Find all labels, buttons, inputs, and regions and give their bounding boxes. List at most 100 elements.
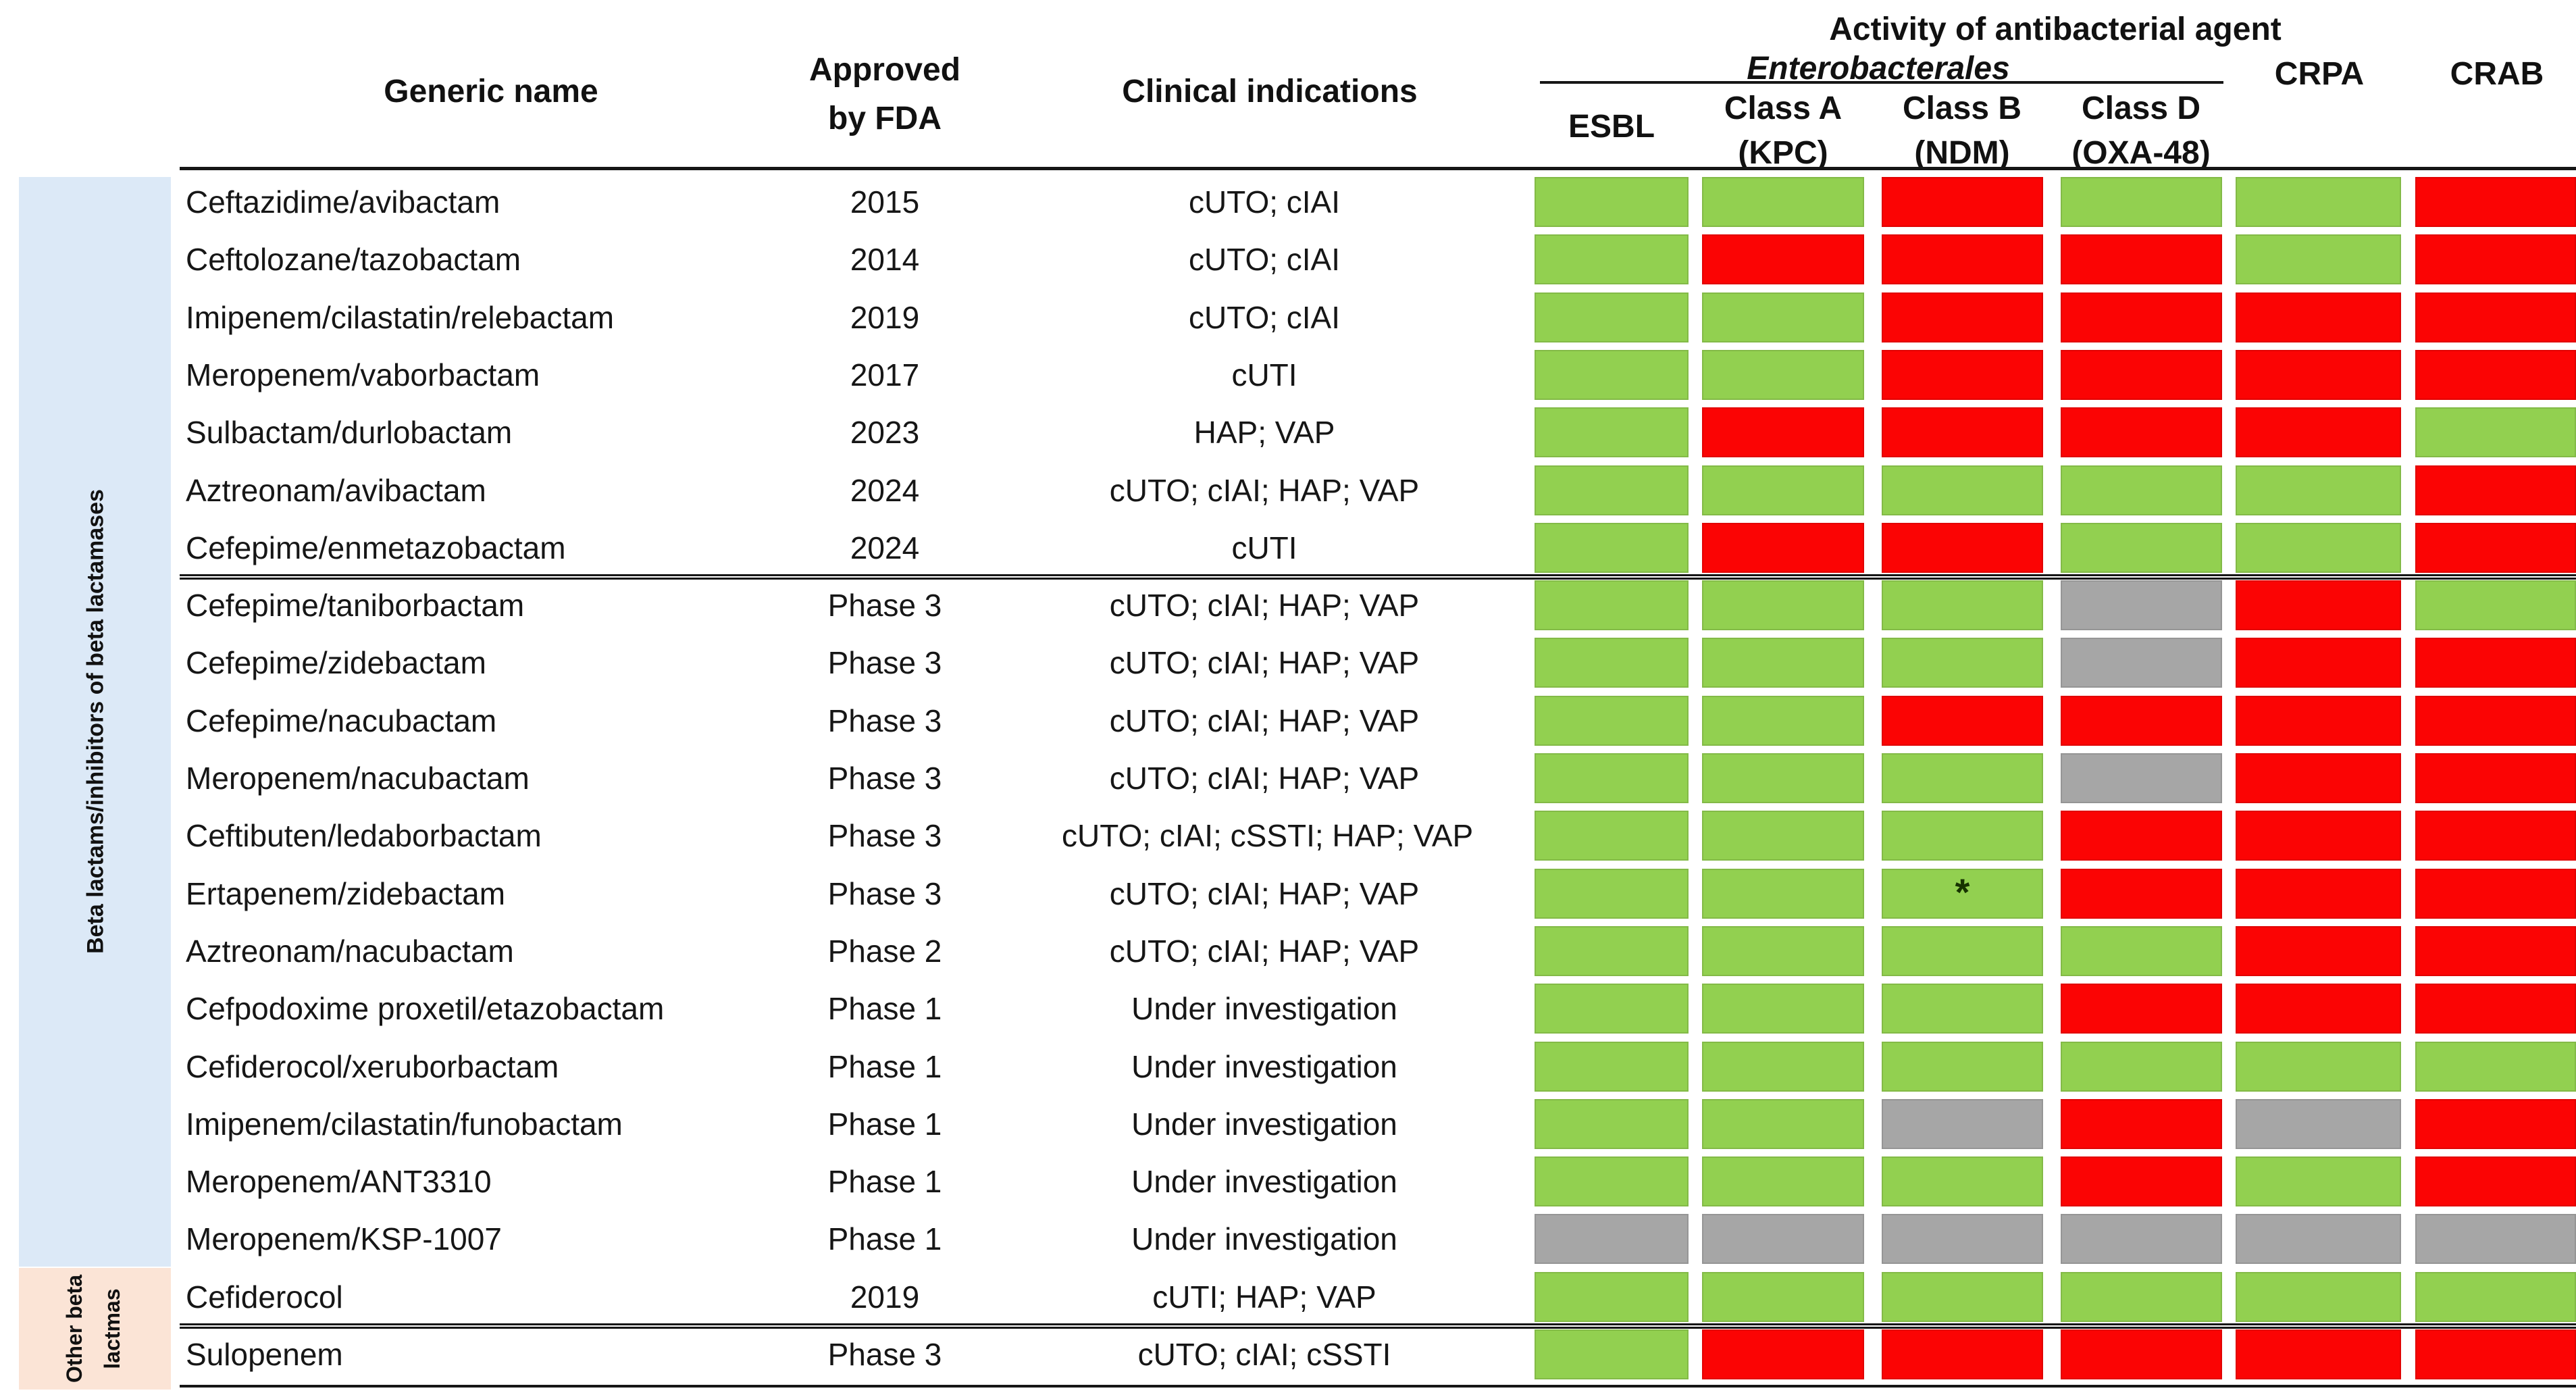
activity-cell-class-b-ndm (1882, 1214, 2043, 1264)
approved-status: Phase 1 (827, 1164, 942, 1199)
drug-name: Cefiderocol (186, 1279, 343, 1315)
drug-name: Meropenem/ANT3310 (186, 1164, 492, 1199)
activity-cell-esbl (1535, 580, 1689, 630)
activity-cell-class-a-kpc (1702, 926, 1864, 976)
activity-cell-crab (2415, 234, 2576, 284)
drug-name: Imipenem/cilastatin/funobactam (186, 1107, 623, 1142)
activity-cell-crab (2415, 1329, 2576, 1379)
drug-name: Sulbactam/durlobactam (186, 415, 513, 450)
clinical-indications: cUTI (1231, 530, 1297, 565)
group-label-other-beta-lactams-line1: Other beta (62, 1274, 86, 1383)
clinical-indications: cUTO; cIAI; HAP; VAP (1109, 876, 1420, 911)
activity-cell-class-d-oxa48 (2061, 1042, 2222, 1092)
column-header-class-a-kpc: Class A (KPC) (1724, 86, 1842, 176)
approved-status: Phase 3 (827, 818, 942, 853)
activity-cell-crpa (2236, 1042, 2401, 1092)
approved-status: Phase 2 (827, 934, 942, 969)
activity-cell-class-d-oxa48 (2061, 350, 2222, 400)
activity-cell-crpa (2236, 1156, 2401, 1206)
activity-cell-crpa (2236, 350, 2401, 400)
activity-cell-class-b-ndm (1882, 753, 2043, 803)
column-header-class-d-oxa48: Class D (OXA-48) (2071, 86, 2210, 176)
clinical-indications: Under investigation (1131, 1049, 1397, 1084)
enterobacterales-underline (1540, 81, 2223, 84)
activity-cell-esbl (1535, 350, 1689, 400)
drug-name: Sulopenem (186, 1337, 343, 1372)
activity-cell-class-d-oxa48 (2061, 292, 2222, 342)
activity-cell-crpa (2236, 1099, 2401, 1149)
clinical-indications: cUTO; cIAI (1188, 300, 1341, 335)
clinical-indications: cUTO; cIAI (1188, 184, 1341, 220)
column-header-approved-line1: Approved (808, 52, 961, 88)
activity-cell-crpa (2236, 696, 2401, 746)
activity-cell-class-b-ndm (1882, 465, 2043, 515)
activity-cell-crpa (2236, 1214, 2401, 1264)
group-label-beta-lactam-inhibitors: Beta lactams/inhibitors of beta lactamas… (82, 489, 109, 954)
activity-cell-class-b-ndm (1882, 407, 2043, 457)
activity-cell-class-a-kpc (1702, 234, 1864, 284)
approved-status: Phase 1 (827, 1049, 942, 1084)
activity-cell-crab (2415, 984, 2576, 1034)
approved-status: Phase 1 (827, 1107, 942, 1142)
column-header-generic-name: Generic name (384, 74, 598, 109)
drug-name: Cefepime/taniborbactam (186, 588, 525, 623)
clinical-indications: cUTI; HAP; VAP (1152, 1279, 1376, 1315)
approved-status: Phase 3 (827, 645, 942, 680)
activity-cell-class-d-oxa48 (2061, 177, 2222, 227)
approved-status: Phase 3 (827, 588, 942, 623)
activity-cell-class-b-ndm (1882, 1099, 2043, 1149)
activity-cell-class-d-oxa48 (2061, 696, 2222, 746)
drug-name: Ceftibuten/ledaborbactam (186, 818, 542, 853)
activity-cell-crab (2415, 465, 2576, 515)
column-header-class-a-line1: Class A (1724, 91, 1843, 126)
activity-cell-class-a-kpc (1702, 638, 1864, 688)
activity-cell-class-d-oxa48 (2061, 638, 2222, 688)
bottom-rule (180, 1385, 2576, 1388)
drug-name: Imipenem/cilastatin/relebactam (186, 300, 615, 335)
approved-status: 2019 (850, 300, 920, 335)
activity-cell-esbl (1535, 984, 1689, 1034)
activity-cell-crpa (2236, 869, 2401, 919)
activity-cell-crpa (2236, 638, 2401, 688)
approved-status: 2015 (850, 184, 920, 220)
activity-cell-class-a-kpc (1702, 465, 1864, 515)
approved-status: Phase 3 (827, 876, 942, 911)
activity-cell-class-b-ndm (1882, 984, 2043, 1034)
activity-cell-class-a-kpc (1702, 580, 1864, 630)
activity-cell-class-a-kpc (1702, 407, 1864, 457)
supercolumn-header-enterobacterales: Enterobacterales (1747, 51, 2010, 86)
activity-cell-class-d-oxa48 (2061, 984, 2222, 1034)
approved-status: 2024 (850, 473, 920, 508)
approved-status: 2019 (850, 1279, 920, 1315)
drug-name: Aztreonam/nacubactam (186, 934, 514, 969)
activity-cell-class-b-ndm (1882, 234, 2043, 284)
activity-cell-esbl (1535, 234, 1689, 284)
activity-cell-class-b-ndm (1882, 1042, 2043, 1092)
activity-cell-crpa (2236, 811, 2401, 861)
drug-name: Cefepime/zidebactam (186, 645, 486, 680)
group-label-other-beta-lactams: Other beta lactmas (55, 1275, 131, 1383)
activity-cell-class-d-oxa48 (2061, 234, 2222, 284)
column-header-clinical-indications: Clinical indications (1122, 74, 1418, 109)
activity-cell-crpa (2236, 1329, 2401, 1379)
clinical-indications: Under investigation (1131, 1164, 1397, 1199)
activity-cell-crpa (2236, 177, 2401, 227)
activity-cell-class-a-kpc (1702, 523, 1864, 573)
activity-cell-esbl (1535, 1099, 1689, 1149)
activity-cell-class-b-ndm (1882, 926, 2043, 976)
approved-status: Phase 3 (827, 761, 942, 796)
activity-cell-class-b-ndm (1882, 1272, 2043, 1322)
approved-status: Phase 3 (827, 1337, 942, 1372)
activity-cell-class-b-ndm (1882, 580, 2043, 630)
activity-cell-esbl (1535, 753, 1689, 803)
activity-cell-esbl (1535, 811, 1689, 861)
activity-cell-crpa (2236, 926, 2401, 976)
group-label-other-beta-lactams-line2: lactmas (100, 1288, 124, 1369)
activity-cell-esbl (1535, 177, 1689, 227)
drug-name: Cefepime/enmetazobactam (186, 530, 566, 565)
clinical-indications: cUTO; cIAI; HAP; VAP (1109, 761, 1420, 796)
clinical-indications: Under investigation (1131, 1221, 1397, 1256)
activity-cell-crab (2415, 753, 2576, 803)
activity-cell-crab (2415, 1042, 2576, 1092)
clinical-indications: cUTO; cIAI; HAP; VAP (1109, 934, 1420, 969)
